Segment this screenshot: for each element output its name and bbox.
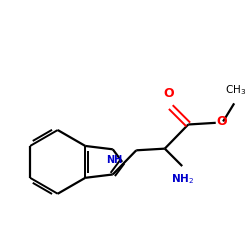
Text: O: O (216, 115, 227, 128)
Text: NH$_2$: NH$_2$ (171, 172, 194, 186)
Text: CH$_3$: CH$_3$ (225, 83, 246, 97)
Text: NH: NH (106, 155, 122, 165)
Text: O: O (164, 87, 174, 100)
